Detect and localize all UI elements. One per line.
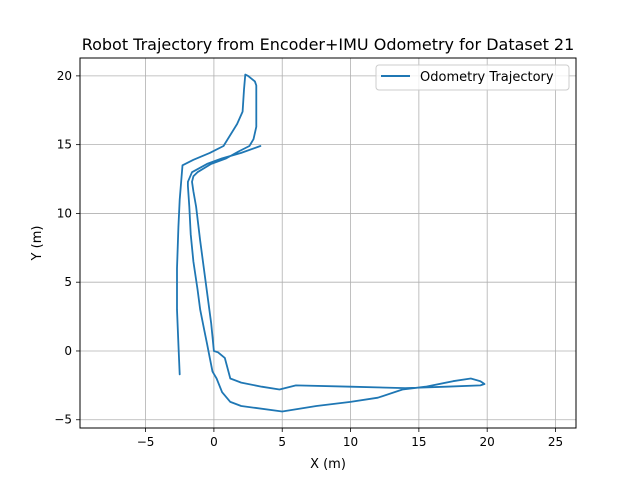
legend-box: [375, 64, 570, 91]
x-tick-label: 15: [411, 435, 426, 449]
series-layer: [176, 73, 486, 413]
y-tick-label: 15: [57, 138, 72, 152]
y-tick-label: 20: [57, 69, 72, 83]
grid-lines: [80, 58, 576, 428]
x-tick-label: 0: [210, 435, 218, 449]
y-tick-label: 10: [57, 206, 72, 220]
legend: Odometry Trajectory: [375, 64, 570, 91]
x-tick-label: 5: [278, 435, 286, 449]
y-axis-label: Y (m): [30, 226, 45, 262]
x-axis-label: X (m): [310, 457, 346, 472]
axis-ticks: −5 0 5 10 15 20 25 −5 0 5 10 15 20: [54, 69, 563, 449]
legend-label: Odometry Trajectory: [420, 70, 554, 85]
x-tick-label: −5: [137, 435, 155, 449]
y-tick-label: 5: [64, 275, 72, 289]
chart-title: Robot Trajectory from Encoder+IMU Odomet…: [82, 35, 575, 54]
plot-frame: [79, 57, 577, 429]
x-tick-label: 10: [343, 435, 358, 449]
x-tick-label: 25: [548, 435, 563, 449]
y-tick-label: 0: [64, 344, 72, 358]
y-tick-label: −5: [54, 413, 72, 427]
series-line-odometry-trajectory: [176, 73, 486, 413]
x-tick-label: 20: [480, 435, 495, 449]
